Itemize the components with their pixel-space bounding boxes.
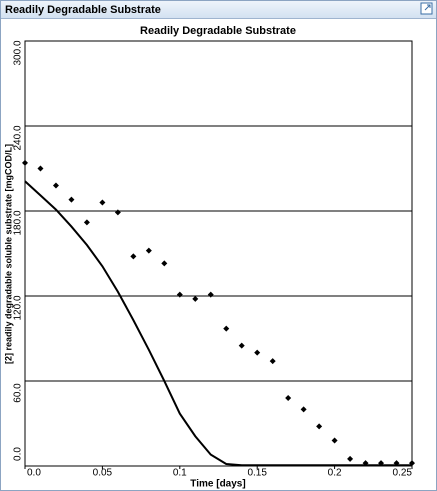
- data-point: [130, 253, 137, 260]
- y-axis-title: [2] readily degradable soluble substrate…: [3, 144, 13, 364]
- data-point: [207, 291, 214, 298]
- title-bar: [1, 1, 436, 18]
- y-tick-label: 240.0: [13, 125, 24, 150]
- data-point: [254, 349, 261, 356]
- data-point: [331, 437, 338, 444]
- y-tick-label: 0.0: [13, 447, 24, 461]
- x-tick-label: 0.1: [173, 468, 187, 479]
- data-point: [99, 199, 106, 206]
- data-point: [269, 358, 276, 365]
- data-point: [114, 209, 121, 216]
- data-point: [37, 165, 44, 172]
- data-point: [161, 260, 168, 267]
- window-title: Readily Degradable Substrate: [5, 4, 161, 16]
- data-point: [83, 219, 90, 226]
- data-point: [52, 182, 59, 189]
- y-tick-label: 60.0: [13, 383, 24, 403]
- x-tick-label: 0.0: [27, 468, 41, 479]
- data-point: [176, 291, 183, 298]
- data-point: [145, 247, 152, 254]
- y-tick-label: 300.0: [13, 40, 24, 65]
- data-point: [22, 159, 28, 166]
- data-point: [68, 196, 75, 203]
- x-tick-label: 0.25: [393, 468, 413, 479]
- x-tick-label: 0.2: [328, 468, 342, 479]
- popout-button[interactable]: [420, 2, 433, 15]
- y-tick-label: 120.0: [13, 295, 24, 320]
- x-axis-title: Time [days]: [190, 479, 245, 490]
- chart-title: Readily Degradable Substrate: [140, 25, 296, 37]
- data-point: [300, 406, 307, 413]
- data-point: [223, 325, 230, 332]
- x-tick-label: 0.15: [247, 468, 267, 479]
- data-point: [347, 455, 354, 462]
- data-point: [316, 423, 323, 430]
- x-tick-label: 0.05: [93, 468, 113, 479]
- data-line: [24, 180, 412, 467]
- data-point: [285, 395, 292, 401]
- y-tick-label: 180.0: [13, 210, 24, 235]
- data-point: [192, 295, 199, 302]
- data-point: [238, 342, 245, 349]
